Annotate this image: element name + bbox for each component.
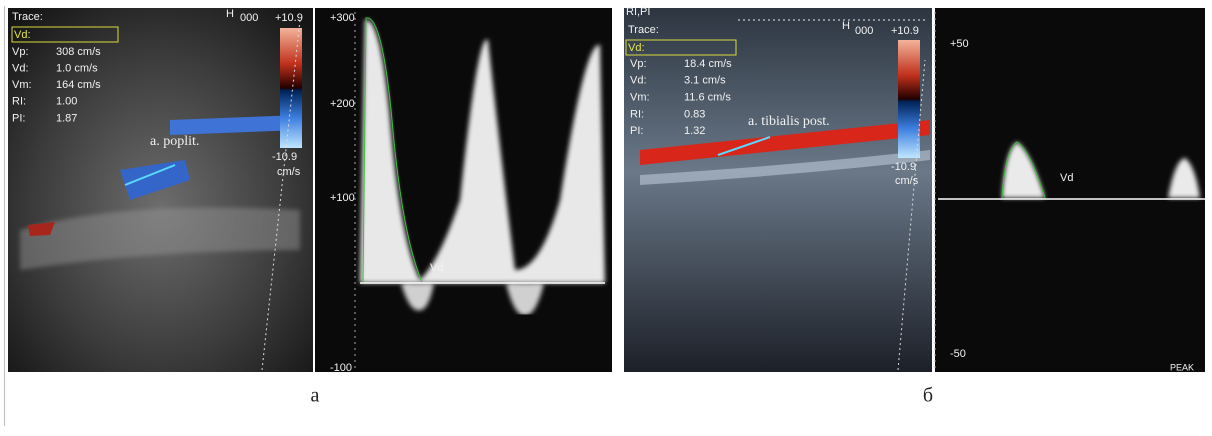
vessel-label: a. poplit.: [150, 134, 199, 149]
measure-label: Vp:: [630, 58, 647, 70]
trace-label: Trace:: [12, 11, 43, 23]
caption: а: [311, 385, 320, 407]
measure-value: 3.1 cm/s: [684, 75, 726, 87]
scale-min: -10.9: [891, 161, 916, 173]
measure-value: 1.87: [56, 112, 77, 124]
panel-a: [8, 8, 612, 372]
cursor-label: Vd:: [628, 42, 645, 54]
scale-max: +10.9: [891, 25, 919, 37]
measure-label: PI:: [12, 112, 25, 124]
h-label: H: [226, 8, 234, 20]
trace-label: Trace:: [628, 24, 659, 36]
scale-unit: cm/s: [277, 166, 301, 178]
mode-label: RI,PI: [626, 6, 650, 18]
scale-max: +10.9: [275, 12, 303, 24]
measure-value: 164 cm/s: [56, 79, 101, 91]
scale-tick-label: +200: [330, 98, 355, 110]
code-label: 000: [240, 12, 258, 24]
h-label: H: [842, 20, 850, 32]
measure-label: Vm:: [630, 92, 650, 104]
figure: Trace: Vd: H 000 +10.9 -10.9 cm/s a. pop…: [0, 0, 1212, 431]
scale-tick-label: -50: [950, 348, 966, 360]
measure-value: 1.00: [56, 96, 77, 108]
scale-min: -10.9: [272, 151, 297, 163]
scale-unit: cm/s: [895, 175, 919, 187]
mode-label: PEAK: [1170, 362, 1194, 372]
measure-label: Vd:: [12, 63, 29, 75]
color-bar: [280, 28, 302, 148]
frame-line: [4, 6, 5, 426]
scale-tick-label: +100: [330, 192, 355, 204]
vessel-label: a. tibialis post.: [748, 114, 830, 129]
spectrum: [935, 8, 1205, 372]
measure-label: RI:: [12, 96, 26, 108]
measure-label: RI:: [630, 108, 644, 120]
measure-label: Vm:: [12, 79, 32, 91]
measure-value: 18.4 cm/s: [684, 58, 732, 70]
code-label: 000: [855, 25, 873, 37]
color-bar: [898, 40, 920, 158]
measure-label: Vp:: [12, 46, 29, 58]
ultrasound-image: [624, 8, 932, 372]
measure-label: Vd:: [630, 75, 647, 87]
measure-value: 308 cm/s: [56, 46, 101, 58]
measure-value: 0.83: [684, 108, 705, 120]
measure-value: 1.32: [684, 125, 705, 137]
cursor-label: Vd:: [14, 29, 31, 41]
scale-tick-label: -100: [330, 362, 352, 374]
measure-value: 11.6 cm/s: [684, 92, 731, 104]
ultrasound-image: [8, 8, 313, 372]
measure-value: 1.0 cm/s: [56, 63, 98, 75]
scale-tick-label: +300: [330, 12, 355, 24]
caption: б: [923, 385, 933, 407]
marker-label: Vd: [430, 262, 443, 274]
marker-label: Vd: [1060, 172, 1073, 184]
scale-tick-label: +50: [950, 38, 969, 50]
measure-label: PI:: [630, 125, 643, 137]
